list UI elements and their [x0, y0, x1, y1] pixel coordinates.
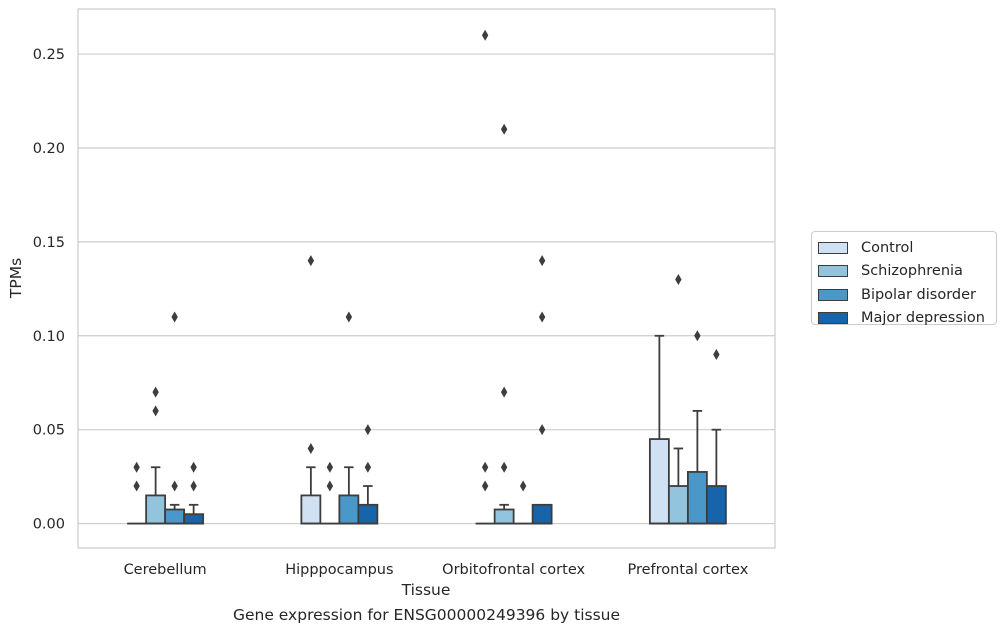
x-tick-label: Cerebellum: [124, 562, 207, 578]
y-tick-labels: 0.00 0.05 0.10 0.15 0.20 0.25: [33, 47, 65, 533]
box-body: [338, 494, 360, 525]
legend-swatch: [818, 312, 848, 325]
outliers: [133, 29, 720, 492]
outlier-point: [326, 480, 334, 492]
y-tick-label: 0.20: [33, 141, 65, 157]
outlier-point: [538, 424, 546, 436]
box-body: [705, 485, 727, 525]
box-3-1: [357, 485, 379, 525]
outlier-point: [133, 461, 140, 473]
outlier-point: [171, 480, 178, 492]
box-body: [531, 503, 553, 525]
box-body: [667, 485, 689, 525]
legend-label: Schizophrenia: [861, 263, 963, 280]
x-tick-labels: Cerebellum Hipppocampus Orbitofrontal cort…: [124, 562, 749, 578]
box-body: [183, 513, 205, 525]
box-body: [493, 508, 515, 525]
x-axis-label: Tissue: [401, 581, 451, 599]
boxes: [127, 334, 727, 525]
outlier-point: [345, 311, 353, 323]
box-body: [357, 503, 379, 525]
outlier-point: [694, 330, 701, 342]
y-tick-label: 0.15: [33, 235, 65, 251]
x-tick-label: Prefrontal cortex: [627, 562, 748, 578]
outlier-point: [152, 405, 159, 417]
legend-label: Bipolar disorder: [861, 286, 976, 303]
legend-item-bipolar-disorder: Bipolar disorder: [818, 283, 996, 307]
outlier-point: [713, 349, 720, 361]
box-3-0: [183, 503, 205, 525]
outlier-point: [171, 311, 178, 323]
y-tick-label: 0.25: [33, 47, 65, 63]
legend-item-control: Control: [818, 236, 996, 260]
legend-swatch: [818, 241, 848, 254]
y-tick-label: 0.10: [33, 329, 65, 345]
outlier-point: [481, 461, 489, 473]
outlier-point: [133, 480, 140, 492]
legend: Control Schizophrenia Bipolar disorder M…: [811, 231, 997, 326]
outlier-point: [519, 480, 527, 492]
outlier-point: [326, 461, 334, 473]
y-tick-label: 0.05: [33, 423, 65, 439]
box-body: [686, 471, 708, 525]
box-3-3: [705, 428, 727, 525]
outlier-point: [500, 386, 508, 398]
box-body: [164, 508, 186, 525]
legend-swatch: [818, 288, 848, 301]
chart-caption: Gene expression for ENSG00000249396 by t…: [232, 606, 621, 624]
outlier-point: [364, 424, 372, 436]
y-grid-lines: [78, 53, 775, 525]
outlier-point: [675, 273, 682, 285]
x-tick-label: Orbitofrontal cortex: [442, 562, 585, 578]
outlier-point: [500, 461, 508, 473]
legend-swatch: [818, 265, 848, 278]
outlier-point: [481, 29, 489, 41]
outlier-point: [481, 480, 489, 492]
outlier-point: [538, 255, 546, 267]
box-1-2: [493, 503, 515, 525]
x-tick-label: Hipppocampus: [285, 562, 393, 578]
box-0-1: [300, 466, 322, 525]
outlier-point: [190, 480, 197, 492]
box-3-2: [531, 503, 553, 525]
box-0-3: [648, 334, 670, 525]
outlier-point: [190, 461, 197, 473]
legend-label: Major depression: [861, 310, 985, 327]
legend-label: Control: [861, 239, 914, 256]
legend-item-schizophrenia: Schizophrenia: [818, 260, 996, 284]
outlier-point: [307, 255, 315, 267]
box-1-0: [145, 466, 167, 525]
outlier-point: [364, 461, 372, 473]
box-body: [300, 494, 322, 525]
box-body: [648, 438, 670, 525]
box-2-0: [164, 503, 186, 525]
outlier-point: [307, 442, 315, 454]
box-2-3: [686, 410, 708, 525]
box-body: [145, 494, 167, 525]
box-1-3: [667, 447, 689, 525]
y-axis-label: TPMs: [7, 258, 25, 299]
box-2-1: [338, 466, 360, 525]
legend-item-major-depression: Major depression: [818, 307, 996, 331]
outlier-point: [500, 123, 508, 135]
outlier-point: [538, 311, 546, 323]
plot-frame: [77, 8, 776, 549]
y-tick-label: 0.00: [33, 517, 65, 533]
outlier-point: [152, 386, 159, 398]
